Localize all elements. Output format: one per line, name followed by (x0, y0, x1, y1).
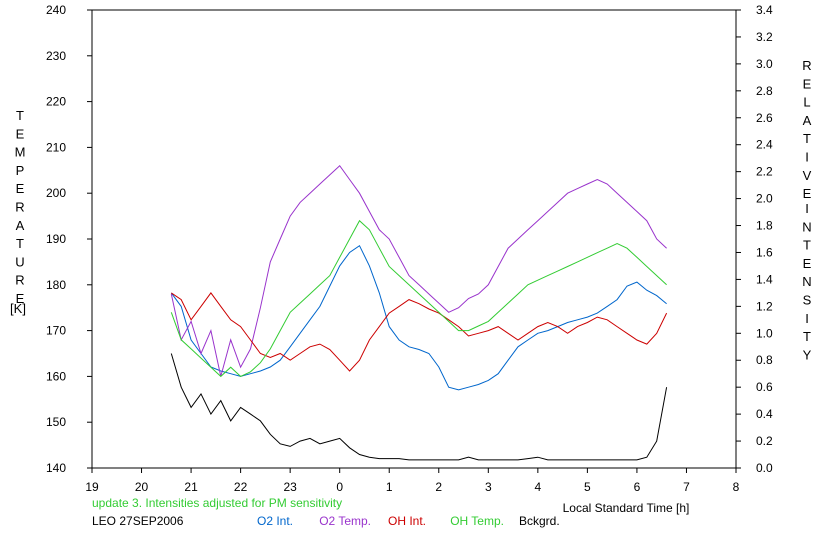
left-tick-label: 190 (46, 232, 66, 246)
legend-entry: OH Int. (388, 514, 426, 528)
right-tick-label: 2.6 (756, 111, 773, 125)
axis-label-letter: I (805, 150, 809, 165)
axis-label-letter: U (15, 254, 24, 269)
series-line-o2-temp (170, 164, 667, 377)
series-line-o2-int (170, 244, 667, 391)
axis-label-letter: T (16, 108, 24, 123)
left-tick-label: 220 (46, 95, 66, 109)
x-tick-label: 19 (85, 480, 99, 494)
station-text: LEO 27SEP2006 (92, 514, 184, 528)
axis-label-letter: T (803, 131, 811, 146)
axis-label-letter: M (15, 145, 26, 160)
x-tick-label: 3 (485, 480, 492, 494)
series-line-bckgrd (170, 353, 668, 461)
axis-label-letter: S (803, 293, 812, 308)
x-tick-label: 21 (184, 480, 198, 494)
right-tick-label: 2.0 (756, 192, 773, 206)
right-tick-label: 3.2 (756, 30, 773, 44)
right-tick-label: 0.4 (756, 407, 773, 421)
axis-label-letter: Y (803, 347, 812, 362)
axis-label-letter: P (16, 163, 25, 178)
axis-label-letter: T (803, 238, 811, 253)
x-tick-label: 8 (733, 480, 740, 494)
axis-label-letter: L (803, 95, 810, 110)
x-tick-label: 4 (535, 480, 542, 494)
x-tick-label: 23 (283, 480, 297, 494)
x-tick-label: 2 (435, 480, 442, 494)
left-tick-label: 230 (46, 49, 66, 63)
axis-label-letter: A (16, 218, 25, 233)
right-tick-label: 2.2 (756, 165, 773, 179)
legend: O2 Int. O2 Temp. OH Int. OH Temp. Bckgrd. (257, 514, 560, 528)
axis-label-letter: E (803, 256, 812, 271)
axis-label-letter: I (805, 311, 809, 326)
axis-label-letter: N (802, 274, 811, 289)
right-tick-label: 0.2 (756, 434, 773, 448)
x-tick-label: 20 (135, 480, 149, 494)
right-tick-label: 0.6 (756, 380, 773, 394)
left-tick-label: 210 (46, 140, 66, 154)
axis-label-letter: R (802, 58, 811, 73)
axis-label-letter: T (803, 329, 811, 344)
legend-entry: O2 Int. (257, 514, 293, 528)
legend-entry: Bckgrd. (519, 514, 560, 528)
right-tick-label: 0.8 (756, 353, 773, 367)
left-tick-label: 160 (46, 369, 66, 383)
axis-label-letter: R (15, 273, 24, 288)
legend-entry: OH Temp. (450, 514, 504, 528)
x-axis-ticks: 19 20 21 22 23 0 1 2 3 4 5 6 7 8 (85, 468, 740, 494)
left-axis-ticks: 140 150 160 170 180 190 200 210 220 230 240 (46, 3, 92, 475)
right-tick-label: 3.4 (756, 3, 773, 17)
series-line-oh-temp (170, 219, 667, 378)
left-tick-label: 170 (46, 324, 66, 338)
axis-label-letter: E (16, 126, 25, 141)
x-tick-label: 1 (386, 480, 393, 494)
right-tick-label: 0.0 (756, 461, 773, 475)
left-tick-label: 200 (46, 186, 66, 200)
x-tick-label: 5 (584, 480, 591, 494)
axis-label-letter: I (805, 201, 809, 216)
axis-label-letter: A (803, 113, 812, 128)
axis-label-letter: E (16, 291, 25, 306)
x-axis-label: Local Standard Time [h] (563, 501, 690, 515)
legend-entry: O2 Temp. (319, 514, 371, 528)
right-tick-label: 1.0 (756, 326, 773, 340)
left-axis-unit: [K] (10, 301, 26, 316)
right-tick-label: 1.2 (756, 299, 773, 313)
axis-label-letter: T (16, 236, 24, 251)
right-tick-label: 2.8 (756, 84, 773, 98)
axis-label-letter: E (803, 76, 812, 91)
right-axis-ticks: 0.0 0.2 0.4 0.6 0.8 1.0 1.2 1.4 1.6 1.8 2.0 2.2 2.4 2… (736, 3, 773, 475)
axis-label-letter: N (802, 219, 811, 234)
axis-label-letter: R (15, 200, 24, 215)
right-tick-label: 2.4 (756, 138, 773, 152)
left-tick-label: 140 (46, 461, 66, 475)
series-lines (170, 164, 668, 461)
left-tick-label: 240 (46, 3, 66, 17)
right-tick-label: 1.6 (756, 245, 773, 259)
x-tick-label: 7 (683, 480, 690, 494)
axis-label-letter: V (803, 168, 812, 183)
x-tick-label: 22 (234, 480, 248, 494)
series-line-oh-int (171, 292, 668, 372)
axis-label-letter: E (16, 181, 25, 196)
left-tick-label: 180 (46, 278, 66, 292)
x-tick-label: 6 (634, 480, 641, 494)
right-tick-label: 1.8 (756, 219, 773, 233)
plot-frame (91, 9, 737, 469)
right-tick-label: 3.0 (756, 57, 773, 71)
right-tick-label: 1.4 (756, 272, 773, 286)
left-tick-label: 150 (46, 415, 66, 429)
note-text: update 3. Intensities adjusted for PM se… (92, 496, 342, 510)
axis-label-letter: E (803, 186, 812, 201)
x-tick-label: 0 (336, 480, 343, 494)
